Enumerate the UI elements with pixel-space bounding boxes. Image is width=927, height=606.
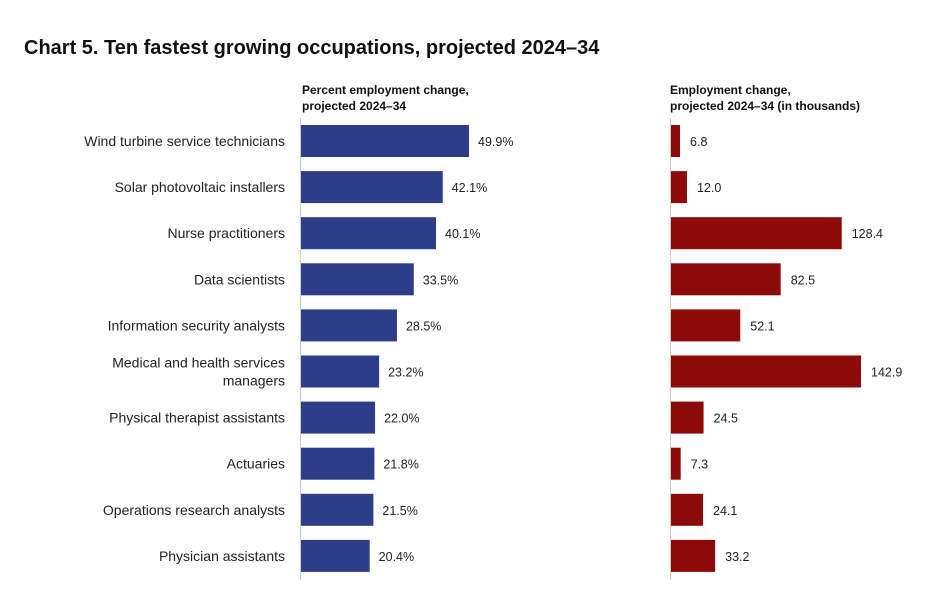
category-label: Physician assistants: [159, 548, 285, 564]
employment-change-label: 142.9: [871, 366, 902, 380]
employment-change-bar: [671, 263, 781, 296]
category-label: Nurse practitioners: [168, 225, 286, 241]
employment-change-bar: [671, 171, 687, 204]
percent-change-bar: [301, 125, 469, 157]
percent-change-label: 21.5%: [382, 504, 417, 518]
percent-change-label: 20.4%: [379, 550, 414, 564]
category-label: Actuaries: [227, 456, 285, 472]
employment-change-label: 24.5: [714, 412, 738, 426]
category-label: Operations research analysts: [103, 502, 285, 518]
left-panel-header-line1: Percent employment change,: [302, 83, 469, 97]
percent-change-bar: [301, 263, 414, 296]
employment-change-label: 7.3: [691, 458, 708, 472]
category-label: Information security analysts: [108, 317, 285, 333]
employment-change-bar: [671, 125, 681, 157]
category-label: Wind turbine service technicians: [84, 133, 285, 149]
percent-change-bar: [301, 447, 375, 480]
employment-change-label: 82.5: [791, 273, 815, 287]
percent-change-bar: [301, 217, 437, 250]
employment-change-bar: [671, 447, 681, 480]
chart-title: Chart 5. Ten fastest growing occupations…: [24, 37, 600, 59]
percent-change-bar: [301, 401, 376, 434]
left-panel-header-line2: projected 2024–34: [302, 99, 406, 113]
employment-change-bar: [671, 539, 716, 572]
percent-change-bar: [301, 539, 370, 572]
employment-change-bar: [671, 309, 741, 342]
percent-change-label: 33.5%: [423, 273, 458, 287]
right-panel-header-line1: Employment change,: [670, 83, 791, 97]
employment-change-bar: [671, 493, 704, 526]
employment-change-label: 24.1: [713, 504, 737, 518]
employment-change-bar: [671, 355, 861, 388]
percent-change-bar: [301, 355, 380, 388]
employment-change-label: 33.2: [725, 550, 749, 564]
right-panel-header-line2: projected 2024–34 (in thousands): [670, 99, 860, 113]
percent-change-bar: [301, 493, 374, 526]
percent-change-bar: [301, 309, 397, 342]
percent-change-label: 23.2%: [388, 366, 423, 380]
percent-change-bar: [301, 171, 443, 204]
employment-change-bar: [671, 401, 704, 434]
category-label: Solar photovoltaic installers: [115, 179, 285, 195]
employment-change-label: 128.4: [852, 227, 883, 241]
percent-change-label: 49.9%: [478, 135, 513, 149]
percent-change-label: 28.5%: [406, 319, 441, 333]
employment-change-label: 52.1: [750, 319, 774, 333]
percent-change-label: 42.1%: [452, 181, 487, 195]
category-label: Data scientists: [194, 271, 285, 287]
employment-change-label: 6.8: [690, 135, 707, 149]
percent-change-label: 22.0%: [384, 412, 419, 426]
percent-change-label: 21.8%: [383, 458, 418, 472]
employment-change-bar: [671, 217, 842, 250]
category-label: Physical therapist assistants: [109, 410, 285, 426]
percent-change-label: 40.1%: [445, 227, 480, 241]
employment-change-label: 12.0: [697, 181, 721, 195]
category-label: Medical and health services managers: [112, 355, 285, 389]
